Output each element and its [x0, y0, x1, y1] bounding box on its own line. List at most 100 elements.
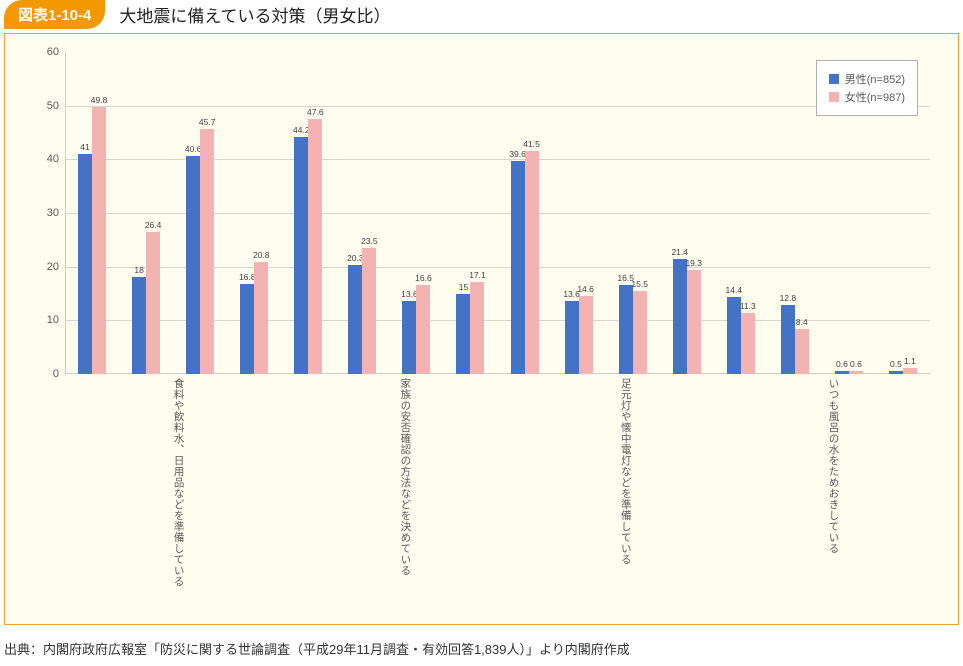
- bar-group: 1517.1: [443, 52, 497, 374]
- legend-item: 男性(n=852): [829, 71, 905, 87]
- bar-value-label: 20.3: [347, 253, 364, 263]
- bar-group: 12.88.4: [768, 52, 822, 374]
- bar-group: 13.614.6: [552, 52, 606, 374]
- bar-value-label: 0.6: [850, 359, 862, 369]
- y-axis-label: 20: [15, 261, 59, 273]
- bar-value-label: 13.6: [401, 289, 418, 299]
- bar-value-label: 14.4: [726, 285, 743, 295]
- bar: 13.6: [402, 301, 416, 374]
- bar-value-label: 44.2: [293, 125, 310, 135]
- bar: 45.7: [200, 129, 214, 374]
- legend-label: 男性(n=852): [845, 71, 905, 87]
- legend-item: 女性(n=987): [829, 89, 905, 105]
- bar: 12.8: [781, 305, 795, 374]
- bar-value-label: 15.5: [631, 279, 648, 289]
- bar: 39.6: [511, 161, 525, 374]
- category-label: いつも風呂の水をためおきしている: [732, 378, 934, 598]
- bar: 15: [456, 294, 470, 375]
- bar: 14.6: [579, 296, 593, 374]
- category-label: 足元灯や懐中電灯などを準備している: [518, 378, 732, 598]
- y-axis-label: 10: [15, 314, 59, 326]
- bar-group: 20.323.5: [335, 52, 389, 374]
- bar: 8.4: [795, 329, 809, 374]
- bar-value-label: 18: [134, 265, 143, 275]
- bar-group: 14.411.3: [714, 52, 768, 374]
- bar-value-label: 45.7: [199, 117, 216, 127]
- bar-value-label: 8.4: [796, 317, 808, 327]
- legend-label: 女性(n=987): [845, 89, 905, 105]
- bar: 49.8: [92, 107, 106, 374]
- bar: 41: [78, 154, 92, 374]
- bar-group: 16.820.8: [227, 52, 281, 374]
- bar-group: 16.515.5: [606, 52, 660, 374]
- bar-value-label: 21.4: [671, 247, 688, 257]
- legend: 男性(n=852) 女性(n=987): [816, 60, 918, 116]
- bar: 19.3: [687, 270, 701, 374]
- bar-value-label: 1.1: [904, 356, 916, 366]
- bar: 44.2: [294, 137, 308, 374]
- bar: 0.6: [835, 371, 849, 374]
- source-attribution: 出典：内閣府政府広報室「防災に関する世論調査（平成29年11月調査・有効回答1,…: [4, 639, 959, 658]
- bar-value-label: 17.1: [469, 270, 486, 280]
- bar-value-label: 23.5: [361, 236, 378, 246]
- bar: 1.1: [903, 368, 917, 374]
- y-axis-label: 40: [15, 153, 59, 165]
- bar: 16.6: [416, 285, 430, 374]
- bar-value-label: 12.8: [780, 293, 797, 303]
- bar: 16.5: [619, 285, 633, 374]
- bar-value-label: 47.6: [307, 107, 324, 117]
- bar: 20.3: [348, 265, 362, 374]
- y-axis-label: 60: [15, 46, 59, 58]
- bar-group: 13.616.6: [389, 52, 443, 374]
- bar: 0.5: [889, 371, 903, 374]
- bar-value-label: 49.8: [91, 95, 108, 105]
- bar: 16.8: [240, 284, 254, 374]
- bar: 21.4: [673, 259, 687, 374]
- bar: 0.6: [849, 371, 863, 374]
- bar-value-label: 41: [80, 142, 89, 152]
- category-label: 家族の安否確認の方法などを決めている: [292, 378, 519, 598]
- bar-group: 1826.4: [119, 52, 173, 374]
- bar-value-label: 41.5: [523, 139, 540, 149]
- bars-area: 4149.81826.440.645.716.820.844.247.620.3…: [65, 52, 930, 374]
- y-axis-label: 30: [15, 207, 59, 219]
- bar: 14.4: [727, 297, 741, 374]
- bar: 47.6: [308, 119, 322, 374]
- bar-value-label: 16.8: [239, 272, 256, 282]
- figure-title: 大地震に備えている対策（男女比）: [119, 2, 390, 27]
- bar-group: 21.419.3: [660, 52, 714, 374]
- bar-value-label: 26.4: [145, 220, 162, 230]
- bar-value-label: 19.3: [685, 258, 702, 268]
- category-labels: 食料や飲料水、日用品などを準備している家族の安否確認の方法などを決めている足元灯…: [65, 378, 930, 598]
- bar: 17.1: [470, 282, 484, 374]
- bar-value-label: 40.6: [185, 144, 202, 154]
- bar: 26.4: [146, 232, 160, 374]
- bar: 23.5: [362, 248, 376, 374]
- bar: 20.8: [254, 262, 268, 374]
- bar-group: 39.641.5: [498, 52, 552, 374]
- bar: 13.6: [565, 301, 579, 374]
- chart-container: 4149.81826.440.645.716.820.844.247.620.3…: [4, 33, 959, 625]
- bar-group: 4149.8: [65, 52, 119, 374]
- bar-value-label: 0.6: [836, 359, 848, 369]
- bar-value-label: 14.6: [577, 284, 594, 294]
- bar: 15.5: [633, 291, 647, 374]
- bar-value-label: 15: [459, 282, 468, 292]
- bar-value-label: 20.8: [253, 250, 270, 260]
- bar: 18: [132, 277, 146, 374]
- figure-badge: 図表1-10-4: [4, 0, 105, 29]
- y-axis-label: 0: [15, 368, 59, 380]
- bar: 11.3: [741, 313, 755, 374]
- bar-group: 44.247.6: [281, 52, 335, 374]
- bar-chart: 4149.81826.440.645.716.820.844.247.620.3…: [15, 46, 948, 616]
- category-label: 食料や飲料水、日用品などを準備している: [65, 378, 292, 598]
- bar-value-label: 11.3: [740, 301, 756, 311]
- legend-swatch-female: [829, 92, 839, 102]
- bar-value-label: 39.6: [509, 149, 526, 159]
- bar-value-label: 16.6: [415, 273, 432, 283]
- bar-value-label: 0.5: [890, 359, 902, 369]
- y-axis-label: 50: [15, 100, 59, 112]
- bar: 40.6: [186, 156, 200, 374]
- bar-group: 40.645.7: [173, 52, 227, 374]
- category-label: 自宅建物や家財を対象とした地震保険に加入: [934, 378, 963, 598]
